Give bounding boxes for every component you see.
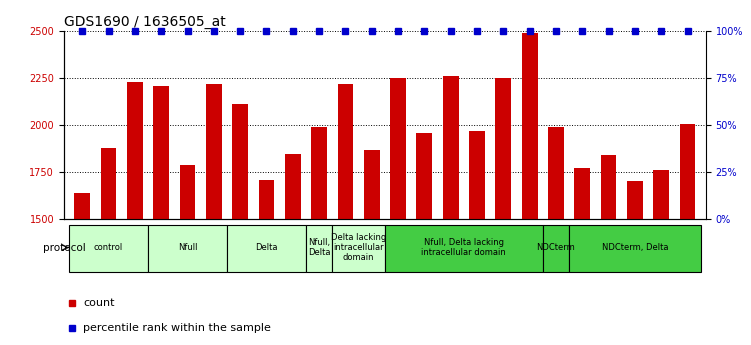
Bar [680, 124, 695, 345]
Text: protocol: protocol [43, 243, 86, 253]
Text: Delta lacking
intracellular
domain: Delta lacking intracellular domain [331, 233, 386, 263]
Text: Nfull,
Delta: Nfull, Delta [308, 238, 330, 257]
Bar [653, 170, 669, 345]
Bar [101, 148, 116, 345]
Bar [543, 225, 569, 272]
Text: Delta: Delta [255, 243, 278, 252]
Bar [363, 149, 379, 345]
Text: count: count [83, 298, 115, 308]
Bar [206, 84, 222, 345]
Bar [443, 76, 459, 345]
Bar [69, 225, 148, 272]
Bar [153, 86, 169, 345]
Bar [311, 127, 327, 345]
Bar [332, 225, 385, 272]
Text: NDCterm: NDCterm [536, 243, 575, 252]
Bar [417, 132, 433, 345]
Bar [74, 193, 90, 345]
Bar [522, 33, 538, 345]
Bar [258, 180, 274, 345]
Bar [627, 181, 643, 345]
Bar [496, 78, 511, 345]
Bar [601, 155, 617, 345]
Bar [285, 154, 300, 345]
Text: Nfull, Delta lacking
intracellular domain: Nfull, Delta lacking intracellular domai… [421, 238, 506, 257]
Bar [548, 127, 564, 345]
Bar [127, 82, 143, 345]
Bar [227, 225, 306, 272]
Bar [469, 131, 485, 345]
Bar [179, 165, 195, 345]
Bar [306, 225, 332, 272]
Bar [232, 105, 248, 345]
Bar [148, 225, 227, 272]
Bar [385, 225, 543, 272]
Text: control: control [94, 243, 123, 252]
Text: percentile rank within the sample: percentile rank within the sample [83, 324, 271, 333]
Text: NDCterm, Delta: NDCterm, Delta [602, 243, 668, 252]
Bar [337, 84, 353, 345]
Text: GDS1690 / 1636505_at: GDS1690 / 1636505_at [64, 14, 225, 29]
Bar [575, 168, 590, 345]
Text: Nfull: Nfull [178, 243, 198, 252]
Bar [391, 78, 406, 345]
Bar [569, 225, 701, 272]
